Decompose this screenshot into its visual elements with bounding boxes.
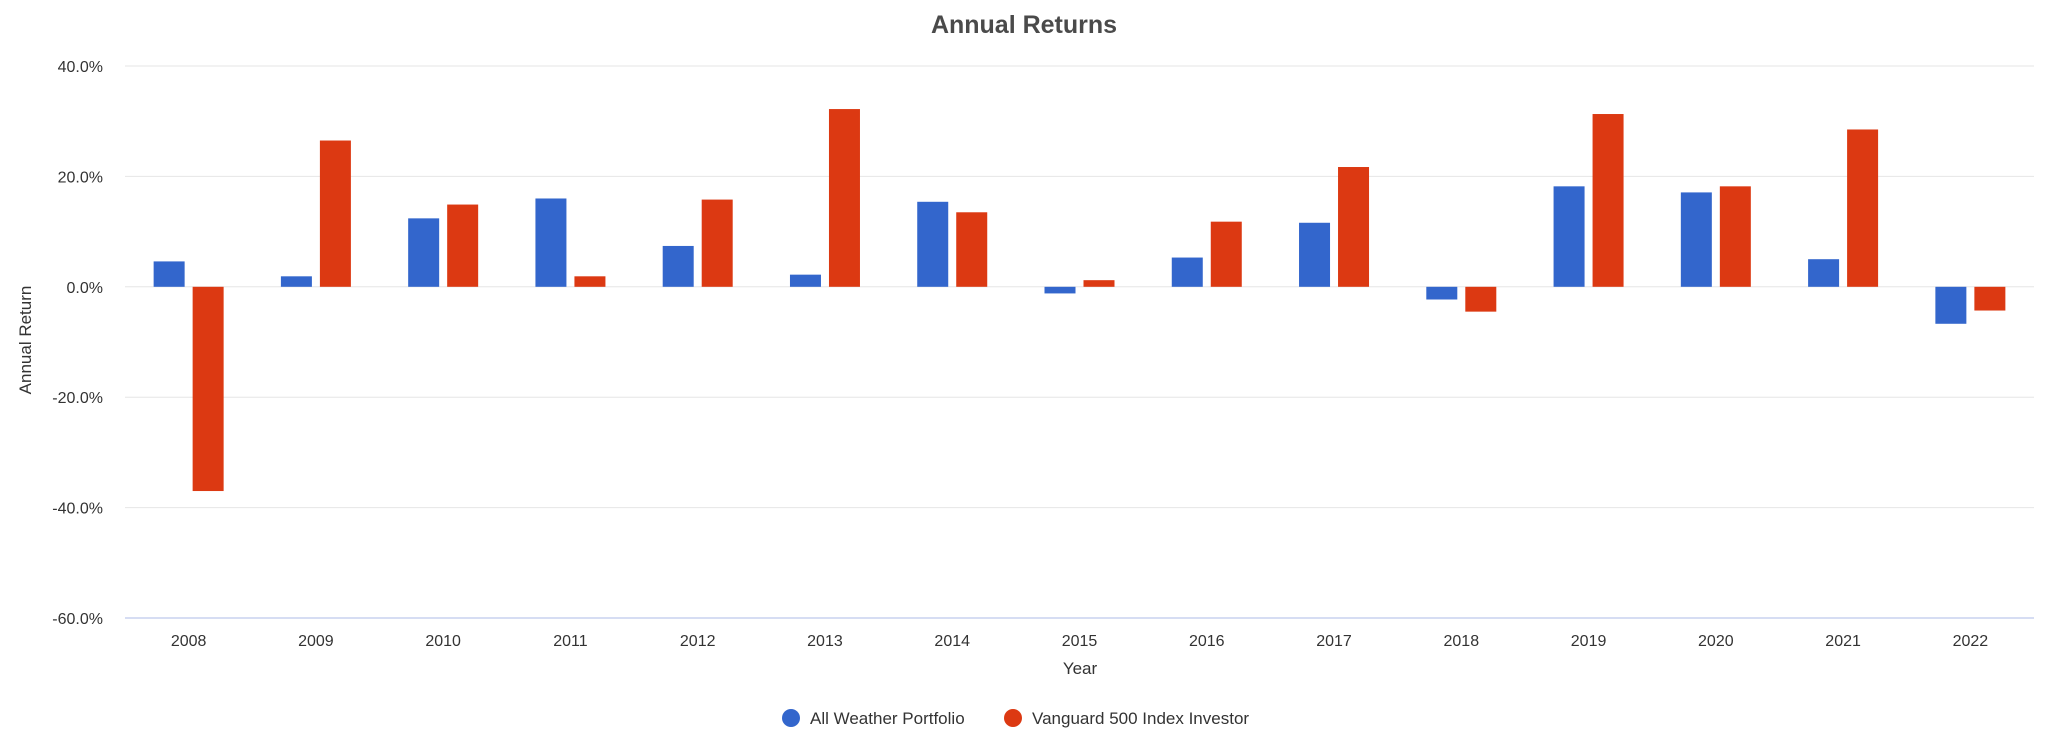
x-tick-label: 2020	[1698, 633, 1734, 650]
bar-vanguard-500-2014[interactable]	[956, 212, 988, 287]
bar-vanguard-500-2008[interactable]	[192, 286, 224, 492]
x-tick-label: 2017	[1316, 633, 1352, 650]
legend-label: All Weather Portfolio	[810, 709, 965, 728]
x-tick-label: 2011	[553, 633, 588, 650]
grid-lines	[125, 65, 2034, 619]
y-tick-label: 20.0%	[58, 169, 103, 186]
y-tick-label: 0.0%	[67, 280, 103, 297]
bar-all-weather-2020[interactable]	[1680, 192, 1712, 287]
bar-all-weather-2012[interactable]	[662, 245, 694, 287]
x-axis-label: Year	[1063, 659, 1098, 678]
bar-vanguard-500-2012[interactable]	[701, 199, 733, 287]
y-axis-ticks: 40.0% 20.0% 0.0% -20.0% -40.0% -60.0%	[52, 59, 103, 628]
x-tick-label: 2008	[171, 633, 207, 650]
bar-vanguard-500-2017[interactable]	[1338, 167, 1370, 287]
bar-all-weather-2017[interactable]	[1299, 222, 1331, 287]
x-axis-ticks: 2008 2009 2010 2011 2012 2013 2014 2015 2016 2017…	[171, 633, 1988, 650]
bar-vanguard-500-2020[interactable]	[1719, 186, 1751, 287]
bar-all-weather-2014[interactable]	[917, 201, 949, 287]
x-tick-label: 2022	[1953, 633, 1989, 650]
bar-vanguard-500-2022[interactable]	[1974, 286, 2006, 311]
legend: All Weather Portfolio Vanguard 500 Index …	[782, 709, 1249, 728]
legend-item-all-weather[interactable]: All Weather Portfolio	[782, 709, 965, 728]
y-tick-label: 40.0%	[58, 59, 103, 76]
bar-vanguard-500-2021[interactable]	[1847, 129, 1879, 287]
x-tick-label: 2013	[807, 633, 843, 650]
bar-vanguard-500-2009[interactable]	[319, 140, 351, 287]
x-tick-label: 2014	[934, 633, 970, 650]
bar-vanguard-500-2016[interactable]	[1210, 221, 1242, 287]
bar-all-weather-2009[interactable]	[280, 276, 312, 287]
bar-all-weather-2013[interactable]	[789, 274, 821, 287]
x-tick-label: 2010	[425, 633, 461, 650]
y-axis-label: Annual Return	[16, 286, 35, 395]
legend-label: Vanguard 500 Index Investor	[1032, 709, 1249, 728]
bar-all-weather-2016[interactable]	[1171, 257, 1203, 287]
x-tick-label: 2015	[1062, 633, 1098, 650]
bar-vanguard-500-2011[interactable]	[574, 276, 606, 287]
legend-item-vanguard-500[interactable]: Vanguard 500 Index Investor	[1004, 709, 1249, 728]
bar-vanguard-500-2015[interactable]	[1083, 280, 1115, 287]
x-tick-label: 2019	[1571, 633, 1607, 650]
bar-vanguard-500-2013[interactable]	[828, 109, 860, 287]
bar-all-weather-2008[interactable]	[153, 261, 185, 287]
y-tick-label: -20.0%	[52, 390, 103, 407]
bar-vanguard-500-2019[interactable]	[1592, 114, 1624, 287]
bar-vanguard-500-2018[interactable]	[1465, 286, 1497, 312]
x-tick-label: 2018	[1444, 633, 1480, 650]
x-tick-label: 2021	[1825, 633, 1861, 650]
x-tick-label: 2012	[680, 633, 716, 650]
legend-marker	[1004, 709, 1022, 727]
bar-all-weather-2011[interactable]	[535, 198, 567, 287]
bar-all-weather-2015[interactable]	[1044, 286, 1076, 294]
x-tick-label: 2009	[298, 633, 334, 650]
chart-title: Annual Returns	[931, 11, 1117, 39]
bars	[153, 109, 2006, 492]
legend-marker	[782, 709, 800, 727]
bar-vanguard-500-2010[interactable]	[447, 204, 479, 287]
bar-all-weather-2019[interactable]	[1553, 186, 1585, 287]
bar-all-weather-2022[interactable]	[1935, 286, 1967, 324]
y-tick-label: -60.0%	[52, 611, 103, 628]
bar-all-weather-2010[interactable]	[408, 218, 440, 287]
bar-all-weather-2018[interactable]	[1426, 286, 1458, 300]
y-tick-label: -40.0%	[52, 501, 103, 518]
bar-all-weather-2021[interactable]	[1808, 259, 1840, 287]
x-tick-label: 2016	[1189, 633, 1225, 650]
